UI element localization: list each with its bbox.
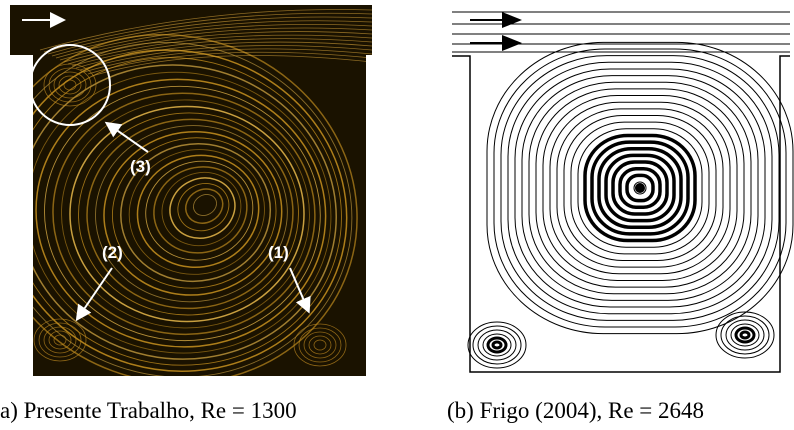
streak xyxy=(635,183,645,193)
label: (2) xyxy=(102,243,123,262)
streak xyxy=(473,326,521,364)
figure: (3) (2) (1) a) Presente Trabalho, Re = 1… xyxy=(0,0,794,430)
caption: (b) Frigo (2004), Re = 2648 xyxy=(447,398,704,423)
flow-photo xyxy=(0,0,406,430)
streamline-plot xyxy=(452,12,793,372)
label: (3) xyxy=(130,157,151,176)
streak xyxy=(488,338,506,352)
page: (3) (2) (1) a) Presente Trabalho, Re = 1… xyxy=(0,0,794,430)
streak xyxy=(493,342,501,348)
streak xyxy=(736,328,754,342)
streak xyxy=(721,316,769,354)
caption: a) Presente Trabalho, Re = 1300 xyxy=(0,398,297,423)
streak xyxy=(716,312,774,358)
streak xyxy=(468,322,526,368)
label: (1) xyxy=(268,243,289,262)
streak xyxy=(741,332,749,338)
